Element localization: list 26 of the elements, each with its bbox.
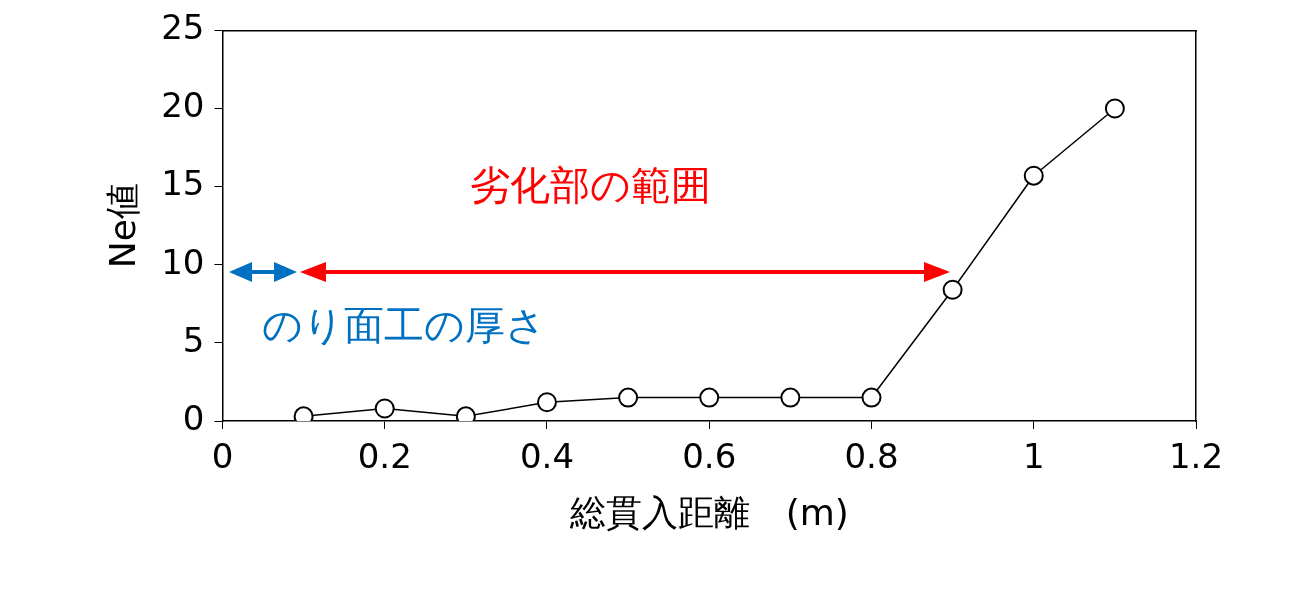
y-tick-label: 20 bbox=[161, 85, 205, 126]
point bbox=[861, 387, 882, 408]
point bbox=[618, 387, 639, 408]
point bbox=[780, 387, 801, 408]
x-axis-title: 総貫入距離 (m) bbox=[568, 491, 849, 533]
x-tick-label: 0.4 bbox=[519, 436, 575, 477]
annotation: 劣化部の範囲 bbox=[469, 162, 711, 208]
y-tick-label: 10 bbox=[161, 241, 205, 282]
point bbox=[942, 279, 963, 300]
point bbox=[699, 387, 720, 408]
x-tick-label: 0 bbox=[211, 436, 234, 477]
y-tick-label: 15 bbox=[161, 163, 205, 204]
point bbox=[1023, 165, 1044, 186]
point bbox=[536, 392, 557, 413]
x-tick-label: 1.2 bbox=[1168, 436, 1224, 477]
annotation: のり面工の厚さ bbox=[262, 302, 546, 348]
x-tick-label: 1 bbox=[1022, 436, 1045, 477]
y-tick-label: 5 bbox=[182, 319, 205, 360]
x-tick-label: 0.2 bbox=[357, 436, 412, 477]
x-tick-label: 0.6 bbox=[682, 436, 737, 477]
y-tick-label: 25 bbox=[161, 7, 205, 48]
y-tick-label: 0 bbox=[182, 397, 205, 438]
point bbox=[1104, 98, 1125, 119]
y-axis-title: Ne値 bbox=[101, 183, 143, 269]
point bbox=[374, 398, 395, 419]
x-tick-label: 0.8 bbox=[844, 436, 899, 477]
